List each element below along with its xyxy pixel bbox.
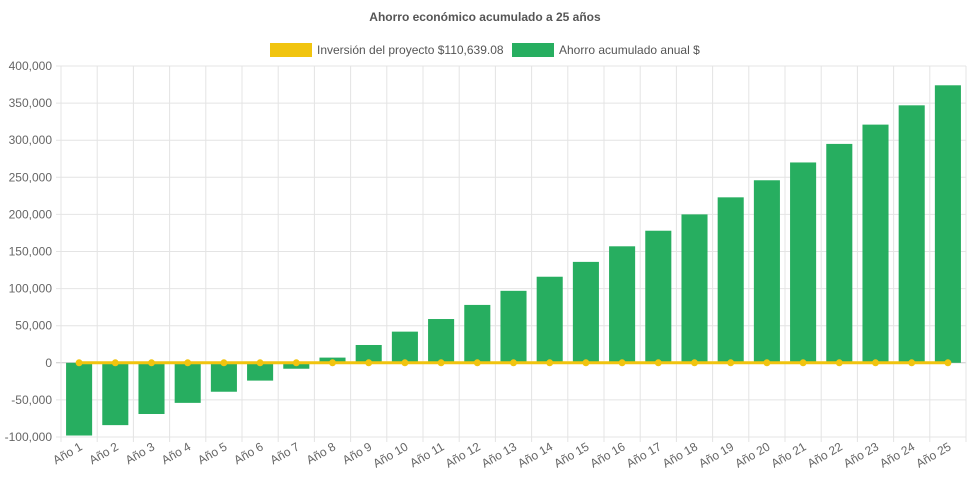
x-tick-label: Año 12 [443, 439, 483, 470]
point-investment-18 [691, 359, 698, 367]
bar-savings-4 [174, 362, 201, 403]
point-investment-8 [329, 359, 336, 367]
point-investment-12 [473, 359, 481, 367]
point-investment-23 [872, 359, 879, 367]
bar-savings-10 [391, 331, 418, 363]
y-tick-label: 0 [45, 356, 52, 370]
bar-savings-1 [66, 362, 93, 436]
x-tick-label: Año 1 [50, 439, 84, 467]
x-tick-label: Año 5 [195, 439, 229, 467]
point-investment-20 [763, 359, 771, 367]
bar-savings-12 [464, 304, 491, 363]
legend-item-investment[interactable]: Inversión del proyecto $110,639.08 [270, 43, 504, 57]
bar-savings-25 [934, 85, 961, 363]
x-tick-label: Año 11 [407, 439, 446, 470]
point-investment-14 [546, 359, 554, 367]
legend: Inversión del proyecto $110,639.08 Ahorr… [270, 43, 700, 57]
point-investment-5 [220, 359, 228, 367]
x-tick-label: Año 19 [696, 439, 736, 470]
x-tick-label: Año 2 [87, 439, 121, 467]
point-investment-1 [75, 359, 83, 367]
x-tick-label: Año 16 [588, 439, 628, 470]
x-tick-label: Año 9 [340, 439, 374, 467]
bar-savings-9 [355, 344, 382, 363]
y-tick-label: 50,000 [15, 319, 52, 333]
point-investment-21 [799, 359, 807, 367]
legend-label-savings: Ahorro acumulado anual $ [559, 43, 700, 57]
bar-savings-6 [247, 362, 274, 381]
point-investment-16 [618, 359, 626, 367]
x-tick-label: Año 22 [805, 439, 845, 470]
y-tick-label: 300,000 [9, 133, 53, 147]
x-tick-label: Año 10 [370, 439, 410, 470]
bar-savings-23 [862, 124, 889, 363]
bar-savings-17 [645, 230, 672, 363]
point-investment-24 [908, 359, 916, 367]
point-investment-3 [148, 359, 155, 367]
point-investment-2 [111, 359, 119, 367]
bar-savings-20 [753, 180, 780, 363]
point-investment-17 [654, 359, 662, 367]
y-tick-label: -50,000 [11, 393, 52, 407]
bar-savings-11 [428, 319, 455, 363]
bar-savings-15 [572, 261, 599, 363]
bar-savings-21 [790, 162, 817, 363]
bar-savings-16 [609, 246, 636, 363]
x-tick-label: Año 21 [769, 439, 809, 470]
x-tick-label: Año 3 [123, 439, 157, 467]
point-investment-13 [510, 359, 517, 367]
legend-swatch-investment [270, 43, 312, 57]
y-tick-label: 200,000 [9, 207, 53, 221]
x-tick-label: Año 20 [732, 439, 772, 470]
point-investment-6 [256, 359, 264, 367]
bar-savings-5 [210, 362, 237, 392]
x-tick-label: Año 24 [877, 439, 917, 470]
y-tick-label: 400,000 [9, 59, 53, 73]
x-tick-label: Año 17 [624, 439, 664, 470]
x-tick-label: Año 13 [479, 439, 519, 470]
x-tick-label: Año 7 [268, 439, 302, 467]
bar-savings-3 [138, 362, 165, 414]
point-investment-15 [582, 359, 590, 367]
x-axis: Año 1 Año 2 Año 3 Año 4 Año 5 Año 6 Año 7 Año 8… [50, 439, 953, 470]
y-tick-label: 350,000 [9, 96, 53, 110]
line-series [75, 359, 952, 367]
legend-label-investment: Inversión del proyecto $110,639.08 [317, 43, 504, 57]
bar-savings-19 [717, 197, 744, 363]
y-tick-label: 250,000 [9, 170, 53, 184]
bar-series [66, 85, 961, 436]
x-tick-label: Año 6 [231, 439, 265, 467]
bar-savings-14 [536, 276, 563, 363]
x-tick-label: Año 15 [551, 439, 591, 470]
point-investment-7 [292, 359, 300, 367]
point-investment-9 [365, 359, 373, 367]
x-tick-label: Año 25 [913, 439, 953, 470]
x-tick-label: Año 4 [159, 439, 193, 467]
x-tick-label: Año 23 [841, 439, 881, 470]
bar-savings-18 [681, 214, 708, 363]
y-axis: 400,000 350,000 300,000 250,000 200,000 150,0… [5, 59, 53, 444]
point-investment-11 [437, 359, 445, 367]
x-tick-label: Año 8 [304, 439, 338, 467]
bar-savings-2 [102, 362, 129, 426]
bar-savings-22 [826, 143, 853, 363]
point-investment-10 [401, 359, 409, 367]
point-investment-19 [727, 359, 735, 367]
point-investment-4 [184, 359, 192, 367]
bar-savings-13 [500, 290, 527, 363]
x-tick-label: Año 14 [515, 439, 555, 470]
bar-savings-24 [898, 105, 925, 363]
x-tick-label: Año 18 [660, 439, 700, 470]
legend-swatch-savings [512, 43, 554, 57]
grid [56, 65, 967, 442]
y-tick-label: -100,000 [5, 430, 53, 444]
legend-item-savings[interactable]: Ahorro acumulado anual $ [512, 43, 700, 57]
point-investment-25 [944, 359, 952, 367]
chart-title: Ahorro económico acumulado a 25 años [369, 10, 601, 24]
y-tick-label: 150,000 [9, 245, 53, 259]
y-tick-label: 100,000 [9, 282, 53, 296]
point-investment-22 [835, 359, 843, 367]
